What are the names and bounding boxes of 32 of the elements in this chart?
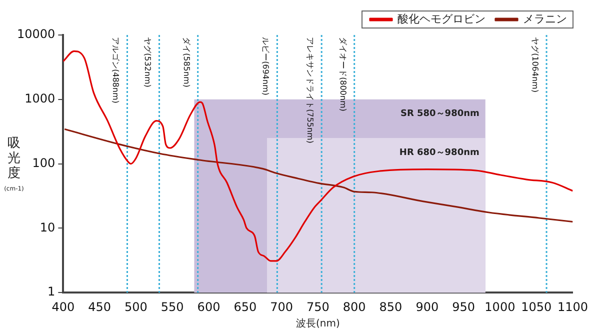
ref-line-label: ダイオード(800nm) bbox=[338, 37, 348, 112]
y-tick-label: 10000 bbox=[16, 27, 56, 42]
x-tick-label: 750 bbox=[306, 300, 330, 314]
x-tick-label: 600 bbox=[197, 300, 220, 314]
ref-line-label: アレキサンドライト(755nm) bbox=[306, 37, 315, 144]
x-tick-label: 850 bbox=[379, 300, 402, 314]
legend-label: メラニン bbox=[523, 12, 567, 26]
band-label: SR 580～980nm bbox=[400, 109, 480, 120]
x-tick-label: 400 bbox=[52, 300, 75, 314]
x-axis-title: 波長(nm) bbox=[296, 318, 340, 330]
x-tick-label: 1100 bbox=[557, 300, 588, 314]
x-tick-label: 950 bbox=[452, 300, 475, 314]
y-tick-label: 100 bbox=[32, 156, 56, 170]
x-tick-label: 450 bbox=[88, 300, 112, 314]
legend-label: 酸化ヘモグロビン bbox=[398, 12, 486, 26]
y-tick-label: 1 bbox=[48, 284, 56, 299]
ref-line-label: ヤグ(532nm) bbox=[143, 37, 152, 88]
x-tick-label: 700 bbox=[270, 300, 294, 314]
x-tick-label: 800 bbox=[342, 300, 366, 314]
x-tick-label: 900 bbox=[416, 300, 439, 314]
band-label: HR 680～980nm bbox=[399, 148, 480, 158]
y-tick-label: 10 bbox=[40, 220, 56, 234]
x-tick-label: 1000 bbox=[484, 300, 516, 314]
x-tick-label: 500 bbox=[124, 300, 148, 314]
ref-line-label: ダイ(585nm) bbox=[182, 37, 191, 88]
x-tick-label: 550 bbox=[160, 300, 184, 314]
x-tick-label: 1050 bbox=[521, 300, 552, 314]
ref-line-label: ルビー(694nm) bbox=[261, 37, 270, 96]
x-tick-label: 650 bbox=[234, 300, 257, 314]
ref-line-label: ヤグ(1064nm) bbox=[530, 37, 540, 92]
y-tick-label: 1000 bbox=[24, 92, 56, 106]
ref-line-label: アルゴン(488nm) bbox=[111, 37, 120, 104]
